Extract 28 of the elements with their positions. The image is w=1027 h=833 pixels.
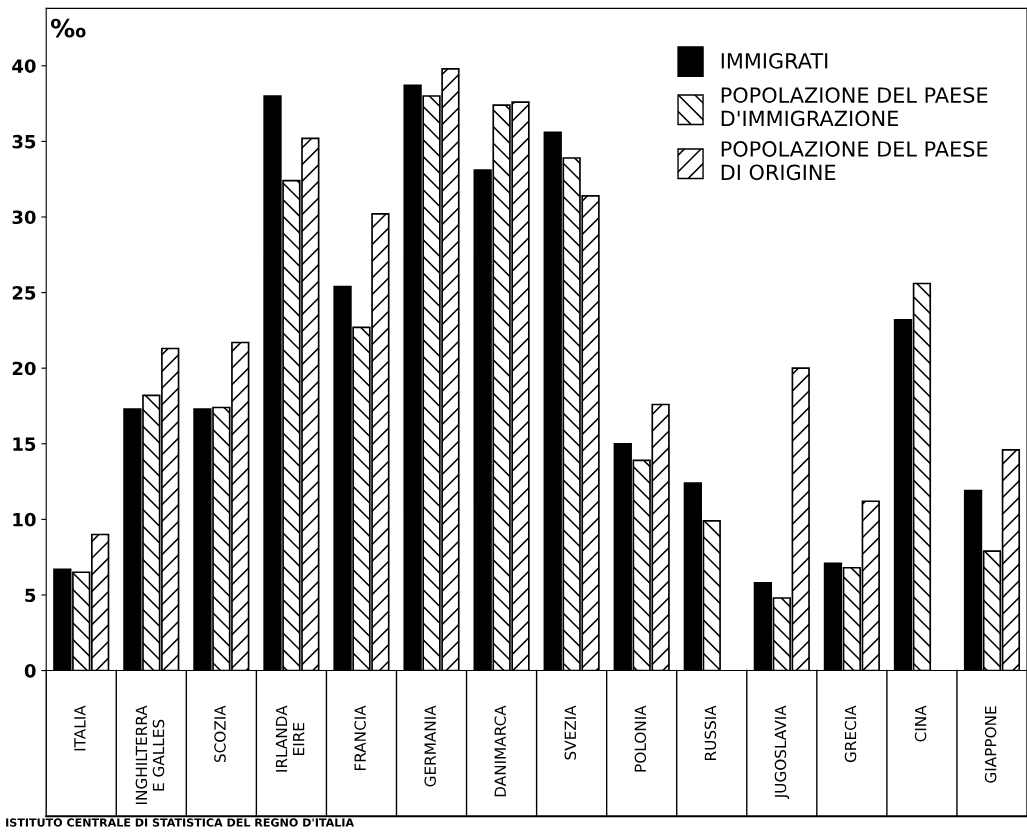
y-tick-label: 30: [12, 210, 36, 225]
x-tick-label: JUGOSLAVIA: [774, 705, 790, 800]
y-tick-label: 15: [13, 437, 36, 451]
x-tick-label: GIAPPONE: [984, 706, 997, 783]
y-tick-label: 35: [12, 134, 36, 149]
legend-label: POPOLAZIONE DEL PAESE D'IMMIGRAZIONE: [721, 87, 988, 127]
x-tick-label: FRANCIA: [354, 705, 366, 771]
y-tick-label: 20: [12, 361, 36, 376]
x-tick-label: RUSSIA: [704, 705, 717, 760]
x-tick-label: GERMANIA: [424, 705, 436, 787]
y-tick-label: 40: [12, 59, 36, 73]
y-tick-label: 0: [24, 664, 36, 678]
y-axis-title: ‰: [50, 18, 86, 38]
x-tick-label: SCOZIA: [214, 705, 226, 763]
y-tick-label: 5: [25, 588, 36, 603]
text: ISTITUTO CENTRALE DI STATISTICA DEL REGNO D'ITALIA: [6, 818, 355, 827]
x-tick-label: IRLANDA EIRE: [275, 705, 305, 772]
x-tick-label: CINA: [914, 705, 927, 742]
x-tick-label: GRECIA: [844, 705, 857, 763]
x-tick-label: SVEZIA: [564, 705, 577, 760]
x-tick-label: DANIMARCA: [494, 705, 507, 797]
x-tick-label: POLONIA: [634, 705, 647, 772]
legend-label: POPOLAZIONE DEL PAESE DI ORIGINE: [721, 141, 988, 181]
x-tick-label: INGHILTERRA E GALLES: [135, 705, 165, 805]
y-tick-label: 10: [13, 512, 36, 527]
y-tick-label: 25: [12, 286, 36, 300]
legend-label: IMMIGRATI: [721, 52, 828, 69]
x-tick-label: ITALIA: [74, 705, 86, 751]
